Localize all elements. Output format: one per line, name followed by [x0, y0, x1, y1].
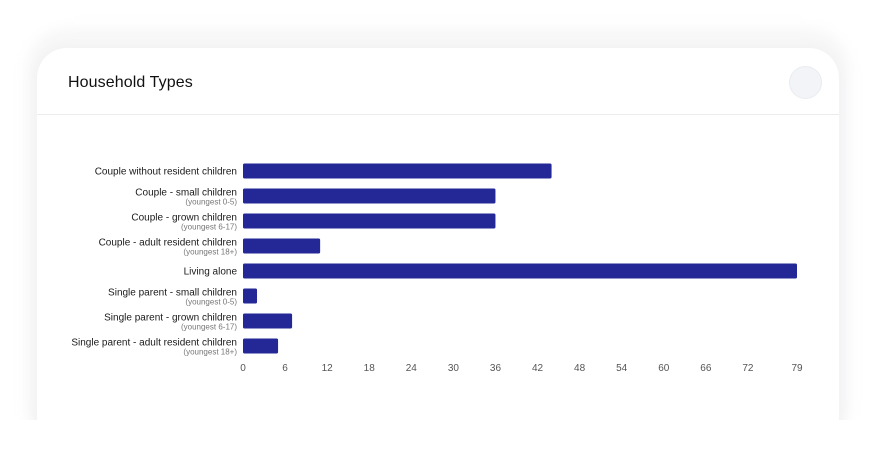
bottom-fade	[0, 420, 876, 461]
bars-layer	[243, 163, 797, 354]
category-sublabel-5: (youngest 0-5)	[185, 298, 237, 307]
x-tick-label-2: 12	[322, 363, 334, 374]
x-tick-label-13: 79	[791, 363, 803, 374]
category-label-4: Living alone	[184, 267, 238, 278]
category-sublabel-2: (youngest 6-17)	[181, 223, 237, 232]
category-labels-layer: Couple without resident children Couple -…	[71, 167, 237, 357]
bar-0[interactable]	[243, 163, 552, 179]
bar-4[interactable]	[243, 263, 797, 279]
x-tick-label-4: 24	[406, 363, 418, 374]
x-tick-label-7: 42	[532, 363, 544, 374]
category-sublabel-6: (youngest 6-17)	[181, 323, 237, 332]
card-title: Household Types	[68, 74, 193, 91]
x-tick-label-10: 60	[658, 363, 670, 374]
bar-2[interactable]	[243, 213, 496, 229]
bar-7[interactable]	[243, 338, 279, 354]
x-tick-label-3: 18	[364, 363, 376, 374]
category-label-6: Single parent - grown children	[104, 313, 237, 324]
category-sublabel-7: (youngest 18+)	[183, 348, 237, 357]
card-header: Household Types	[37, 48, 839, 115]
category-label-3: Couple - adult resident children	[99, 238, 237, 249]
bar-6[interactable]	[243, 313, 293, 329]
bar-5[interactable]	[243, 288, 258, 304]
category-label-7: Single parent - adult resident children	[71, 338, 237, 349]
x-axis-ticks-layer: 0 6 12 18 24 30 36 42 48 54 60 66 72 79	[240, 363, 803, 374]
circle-menu-icon[interactable]	[789, 66, 822, 99]
x-tick-label-1: 6	[282, 363, 288, 374]
x-tick-label-5: 30	[448, 363, 460, 374]
x-tick-label-0: 0	[240, 363, 246, 374]
household-types-card: Household Types	[37, 48, 839, 448]
category-sublabel-3: (youngest 18+)	[183, 248, 237, 257]
x-tick-label-12: 72	[742, 363, 754, 374]
x-tick-label-8: 48	[574, 363, 586, 374]
category-label-2: Couple - grown children	[131, 213, 237, 224]
category-label-1: Couple - small children	[135, 188, 237, 199]
x-tick-label-9: 54	[616, 363, 628, 374]
x-tick-label-6: 36	[490, 363, 502, 374]
bar-3[interactable]	[243, 238, 321, 254]
category-sublabel-1: (youngest 0-5)	[185, 198, 237, 207]
x-tick-label-11: 66	[700, 363, 712, 374]
bar-1[interactable]	[243, 188, 496, 204]
category-label-0: Couple without resident children	[95, 167, 237, 178]
category-label-5: Single parent - small children	[108, 288, 237, 299]
